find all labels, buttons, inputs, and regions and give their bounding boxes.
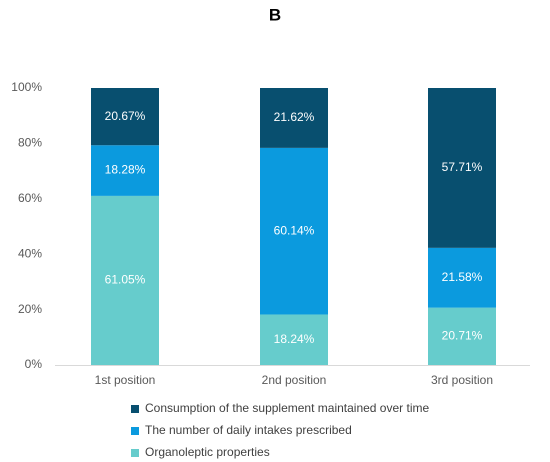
- y-tick-label: 0%: [25, 357, 43, 371]
- legend: Consumption of the supplement maintained…: [131, 401, 429, 459]
- bars: 61.05% 18.28% 20.67% 18.24% 60.14% 21.62% 20.7…: [91, 88, 496, 365]
- legend-swatch: [131, 449, 139, 457]
- y-tick-label: 60%: [18, 191, 42, 205]
- bar-segment: [260, 147, 328, 315]
- legend-label: Consumption of the supplement maintained…: [145, 401, 429, 415]
- bar-segment: [260, 88, 328, 148]
- legend-swatch: [131, 427, 139, 435]
- data-label: 60.14%: [274, 223, 315, 237]
- y-tick-label: 40%: [18, 246, 42, 260]
- legend-label: The number of daily intakes prescribed: [145, 423, 352, 437]
- y-tick-label: 80%: [18, 136, 42, 150]
- bar-segment: [428, 88, 496, 248]
- bar-segment: [260, 314, 328, 365]
- data-label: 20.71%: [442, 328, 483, 342]
- bar-segment: [91, 88, 159, 146]
- legend-label: Organoleptic properties: [145, 445, 270, 459]
- y-tick-label: 20%: [18, 302, 42, 316]
- data-label: 21.58%: [442, 270, 483, 284]
- data-label: 18.28%: [105, 163, 146, 177]
- y-tick-label: 100%: [11, 80, 42, 94]
- y-axis: 0% 20% 40% 60% 80% 100%: [11, 80, 530, 371]
- data-label: 61.05%: [105, 273, 146, 287]
- panel-title: B: [269, 5, 281, 24]
- x-tick-label: 3rd position: [431, 373, 493, 387]
- x-tick-label: 1st position: [95, 373, 156, 387]
- data-label: 18.24%: [274, 332, 315, 346]
- bar-segment: [428, 247, 496, 308]
- x-axis: 1st position 2nd position 3rd position: [95, 373, 493, 387]
- data-label: 20.67%: [105, 109, 146, 123]
- bar-segment: [91, 145, 159, 196]
- x-tick-label: 2nd position: [262, 373, 327, 387]
- data-label: 21.62%: [274, 110, 315, 124]
- bar-segment: [91, 195, 159, 365]
- bar-segment: [428, 307, 496, 365]
- data-label: 57.71%: [442, 160, 483, 174]
- legend-swatch: [131, 405, 139, 413]
